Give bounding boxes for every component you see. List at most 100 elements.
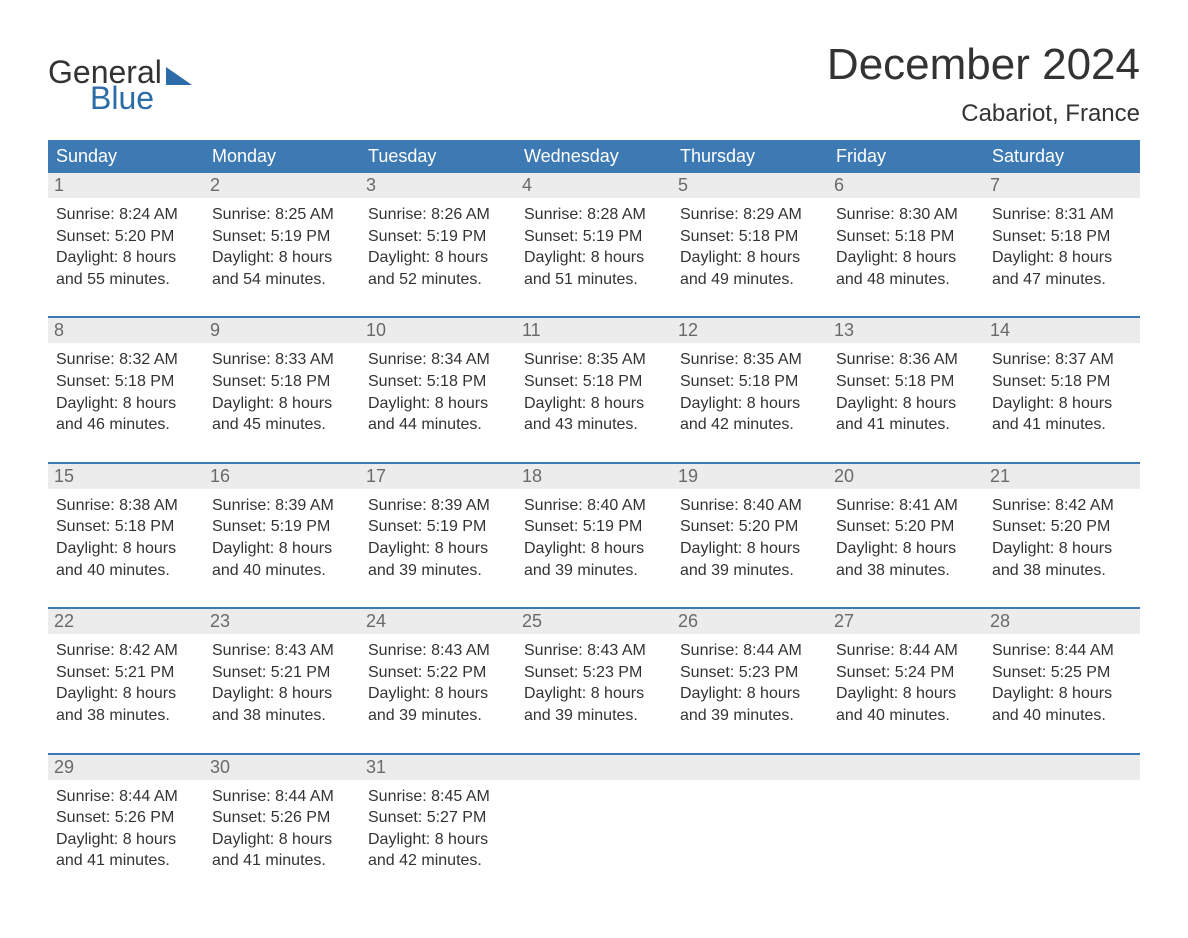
sunrise-line: Sunrise: 8:30 AM: [836, 204, 976, 226]
sunset-line: Sunset: 5:19 PM: [212, 226, 352, 248]
sunset-line: Sunset: 5:18 PM: [56, 371, 196, 393]
logo-text-blue: Blue: [90, 82, 192, 114]
day-cell: Sunrise: 8:31 AMSunset: 5:18 PMDaylight:…: [984, 198, 1140, 316]
day-cell: Sunrise: 8:39 AMSunset: 5:19 PMDaylight:…: [360, 489, 516, 607]
sunset-line: Sunset: 5:23 PM: [680, 662, 820, 684]
daylight-line: Daylight: 8 hours and 39 minutes.: [368, 538, 508, 581]
sunset-line: Sunset: 5:18 PM: [680, 226, 820, 248]
daylight-line: Daylight: 8 hours and 47 minutes.: [992, 247, 1132, 290]
sunrise-line: Sunrise: 8:43 AM: [524, 640, 664, 662]
day-number: 18: [516, 464, 672, 489]
day-number: 31: [360, 755, 516, 780]
daylight-line: Daylight: 8 hours and 51 minutes.: [524, 247, 664, 290]
sunrise-line: Sunrise: 8:32 AM: [56, 349, 196, 371]
sunset-line: Sunset: 5:20 PM: [992, 516, 1132, 538]
daylight-line: Daylight: 8 hours and 38 minutes.: [836, 538, 976, 581]
sunset-line: Sunset: 5:18 PM: [992, 226, 1132, 248]
sunset-line: Sunset: 5:20 PM: [56, 226, 196, 248]
day-number: 3: [360, 173, 516, 198]
sunrise-line: Sunrise: 8:44 AM: [992, 640, 1132, 662]
day-cell: Sunrise: 8:33 AMSunset: 5:18 PMDaylight:…: [204, 343, 360, 461]
month-title: December 2024: [827, 40, 1140, 90]
sunrise-line: Sunrise: 8:42 AM: [56, 640, 196, 662]
day-cell: Sunrise: 8:44 AMSunset: 5:26 PMDaylight:…: [204, 780, 360, 898]
day-header-row: Sunday Monday Tuesday Wednesday Thursday…: [48, 140, 1140, 173]
daylight-line: Daylight: 8 hours and 42 minutes.: [680, 393, 820, 436]
day-number: 21: [984, 464, 1140, 489]
day-number: 5: [672, 173, 828, 198]
day-cell: Sunrise: 8:39 AMSunset: 5:19 PMDaylight:…: [204, 489, 360, 607]
day-cell: Sunrise: 8:44 AMSunset: 5:23 PMDaylight:…: [672, 634, 828, 752]
sunset-line: Sunset: 5:27 PM: [368, 807, 508, 829]
header: General Blue December 2024 Cabariot, Fra…: [48, 40, 1140, 128]
day-number: 24: [360, 609, 516, 634]
day-number: 25: [516, 609, 672, 634]
day-cell: Sunrise: 8:42 AMSunset: 5:21 PMDaylight:…: [48, 634, 204, 752]
daylight-line: Daylight: 8 hours and 41 minutes.: [992, 393, 1132, 436]
sunset-line: Sunset: 5:26 PM: [212, 807, 352, 829]
day-number: [984, 755, 1140, 780]
day-number: 19: [672, 464, 828, 489]
day-header-tuesday: Tuesday: [360, 140, 516, 173]
sunset-line: Sunset: 5:18 PM: [992, 371, 1132, 393]
day-number: 29: [48, 755, 204, 780]
day-number: 14: [984, 318, 1140, 343]
sunset-line: Sunset: 5:24 PM: [836, 662, 976, 684]
day-cell: Sunrise: 8:30 AMSunset: 5:18 PMDaylight:…: [828, 198, 984, 316]
day-cell: Sunrise: 8:36 AMSunset: 5:18 PMDaylight:…: [828, 343, 984, 461]
day-cell: Sunrise: 8:43 AMSunset: 5:22 PMDaylight:…: [360, 634, 516, 752]
sunset-line: Sunset: 5:26 PM: [56, 807, 196, 829]
day-cell: Sunrise: 8:40 AMSunset: 5:20 PMDaylight:…: [672, 489, 828, 607]
sunrise-line: Sunrise: 8:37 AM: [992, 349, 1132, 371]
daylight-line: Daylight: 8 hours and 54 minutes.: [212, 247, 352, 290]
day-number: 28: [984, 609, 1140, 634]
day-number: 2: [204, 173, 360, 198]
location-label: Cabariot, France: [827, 100, 1140, 128]
sunrise-line: Sunrise: 8:35 AM: [524, 349, 664, 371]
day-number: [516, 755, 672, 780]
daylight-line: Daylight: 8 hours and 52 minutes.: [368, 247, 508, 290]
day-header-saturday: Saturday: [984, 140, 1140, 173]
day-number-row: 1234567: [48, 173, 1140, 198]
sunset-line: Sunset: 5:18 PM: [368, 371, 508, 393]
logo-triangle-icon: [166, 67, 192, 85]
sunset-line: Sunset: 5:22 PM: [368, 662, 508, 684]
sunrise-line: Sunrise: 8:26 AM: [368, 204, 508, 226]
daylight-line: Daylight: 8 hours and 40 minutes.: [212, 538, 352, 581]
daylight-line: Daylight: 8 hours and 38 minutes.: [56, 683, 196, 726]
daylight-line: Daylight: 8 hours and 55 minutes.: [56, 247, 196, 290]
sunrise-line: Sunrise: 8:39 AM: [368, 495, 508, 517]
calendar: Sunday Monday Tuesday Wednesday Thursday…: [48, 140, 1140, 898]
title-block: December 2024 Cabariot, France: [827, 40, 1140, 128]
day-cell: Sunrise: 8:38 AMSunset: 5:18 PMDaylight:…: [48, 489, 204, 607]
day-number: 30: [204, 755, 360, 780]
calendar-week: 1234567Sunrise: 8:24 AMSunset: 5:20 PMDa…: [48, 173, 1140, 316]
day-header-sunday: Sunday: [48, 140, 204, 173]
day-number-row: 22232425262728: [48, 609, 1140, 634]
day-number-row: 293031: [48, 755, 1140, 780]
daylight-line: Daylight: 8 hours and 38 minutes.: [992, 538, 1132, 581]
calendar-week: 22232425262728Sunrise: 8:42 AMSunset: 5:…: [48, 607, 1140, 752]
day-cell: Sunrise: 8:24 AMSunset: 5:20 PMDaylight:…: [48, 198, 204, 316]
day-number: 9: [204, 318, 360, 343]
sunset-line: Sunset: 5:23 PM: [524, 662, 664, 684]
sunset-line: Sunset: 5:19 PM: [524, 226, 664, 248]
logo: General Blue: [48, 40, 192, 114]
day-cell: Sunrise: 8:43 AMSunset: 5:21 PMDaylight:…: [204, 634, 360, 752]
day-cell: Sunrise: 8:44 AMSunset: 5:25 PMDaylight:…: [984, 634, 1140, 752]
daylight-line: Daylight: 8 hours and 45 minutes.: [212, 393, 352, 436]
sunrise-line: Sunrise: 8:43 AM: [212, 640, 352, 662]
day-cell: [672, 780, 828, 898]
sunrise-line: Sunrise: 8:39 AM: [212, 495, 352, 517]
day-cell: Sunrise: 8:40 AMSunset: 5:19 PMDaylight:…: [516, 489, 672, 607]
day-number: 13: [828, 318, 984, 343]
daylight-line: Daylight: 8 hours and 44 minutes.: [368, 393, 508, 436]
day-cell: Sunrise: 8:32 AMSunset: 5:18 PMDaylight:…: [48, 343, 204, 461]
sunset-line: Sunset: 5:18 PM: [836, 226, 976, 248]
sunset-line: Sunset: 5:18 PM: [212, 371, 352, 393]
sunset-line: Sunset: 5:20 PM: [680, 516, 820, 538]
day-number: 12: [672, 318, 828, 343]
daylight-line: Daylight: 8 hours and 48 minutes.: [836, 247, 976, 290]
sunset-line: Sunset: 5:19 PM: [368, 226, 508, 248]
day-cell: Sunrise: 8:34 AMSunset: 5:18 PMDaylight:…: [360, 343, 516, 461]
